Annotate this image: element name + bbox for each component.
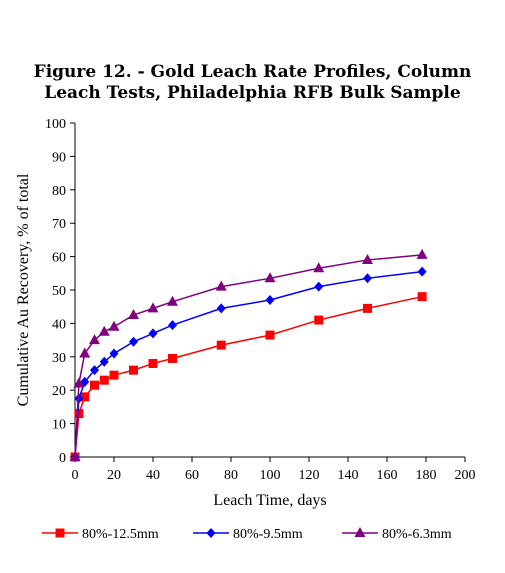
chart-legend: 80%-12.5mm 80%-9.5mm 80%-6.3mm [42, 527, 452, 542]
chart-series [69, 248, 428, 462]
legend-label: 80%-12.5mm [82, 527, 159, 542]
data-point [109, 348, 119, 359]
series-group [70, 266, 427, 462]
data-point [417, 266, 427, 277]
x-tick-label: 80 [224, 468, 238, 483]
series-group [70, 292, 427, 462]
data-point [313, 262, 325, 273]
data-point [215, 280, 227, 291]
data-point [416, 248, 428, 259]
data-point [79, 347, 91, 358]
chart-title-line-2: Leach Tests, Philadelphia RFB Bulk Sampl… [44, 83, 461, 103]
chart-ticks: 0 10 20 30 40 50 60 70 80 90 100 0 20 40 60 80 100 120 140… [45, 117, 476, 483]
data-point [128, 309, 139, 320]
y-tick-label: 40 [52, 317, 66, 332]
data-point [265, 295, 275, 306]
x-tick-label: 200 [455, 468, 476, 483]
data-point [216, 340, 226, 350]
y-tick-label: 90 [52, 150, 66, 165]
x-tick-label: 160 [377, 468, 398, 483]
data-point [147, 302, 159, 313]
data-point [74, 393, 84, 404]
series-group [69, 248, 428, 461]
legend-marker [206, 528, 216, 538]
data-point [148, 328, 158, 339]
data-point [99, 356, 109, 367]
data-point [363, 273, 372, 284]
x-tick-label: 20 [107, 468, 121, 483]
y-tick-label: 60 [52, 251, 66, 266]
chart-title: Figure 12. - Gold Leach Rate Profiles, C… [0, 62, 505, 104]
data-point [89, 334, 100, 345]
data-point [74, 409, 84, 419]
data-point [129, 365, 138, 375]
y-tick-label: 20 [52, 384, 66, 399]
x-tick-label: 40 [146, 468, 160, 483]
y-tick-label: 0 [59, 451, 66, 466]
data-point [98, 325, 110, 336]
x-tick-label: 120 [299, 468, 320, 483]
legend-label: 80%-6.3mm [382, 527, 452, 542]
series-line [74, 254, 423, 458]
data-point [80, 392, 90, 402]
data-point [129, 336, 138, 347]
data-point [314, 281, 324, 292]
series-line [74, 295, 423, 458]
x-tick-label: 140 [338, 468, 359, 483]
data-point [168, 320, 177, 331]
legend-label: 80%-9.5mm [233, 527, 303, 542]
data-point [167, 295, 178, 306]
y-tick-label: 30 [52, 351, 66, 366]
series-line [74, 270, 423, 458]
data-point [73, 377, 85, 388]
data-point [90, 380, 99, 390]
data-point [265, 330, 275, 340]
x-tick-label: 180 [416, 468, 437, 483]
x-axis-label: Leach Time, days [213, 492, 326, 509]
data-point [363, 303, 372, 313]
legend-marker [354, 527, 366, 537]
data-point [362, 253, 373, 264]
y-tick-label: 10 [52, 418, 66, 433]
data-point [148, 358, 158, 368]
y-tick-label: 70 [52, 217, 66, 232]
y-tick-label: 50 [52, 284, 66, 299]
data-point [417, 292, 427, 302]
x-tick-label: 100 [260, 468, 281, 483]
y-tick-label: 100 [45, 117, 66, 132]
data-point [264, 272, 276, 283]
data-point [109, 370, 119, 380]
data-point [168, 353, 177, 363]
data-point [90, 365, 99, 376]
y-tick-label: 80 [52, 184, 66, 199]
data-point [216, 303, 226, 314]
x-tick-label: 0 [72, 468, 79, 483]
y-axis-label: Cumulative Au Recovery, % of total [15, 173, 32, 406]
data-point [99, 375, 109, 385]
legend-marker [55, 528, 65, 538]
data-point [314, 315, 324, 325]
x-tick-label: 60 [185, 468, 199, 483]
data-point [69, 451, 81, 461]
chart-title-line-1: Figure 12. - Gold Leach Rate Profiles, C… [33, 62, 472, 82]
data-point [108, 320, 120, 331]
chart-axes [74, 123, 465, 458]
